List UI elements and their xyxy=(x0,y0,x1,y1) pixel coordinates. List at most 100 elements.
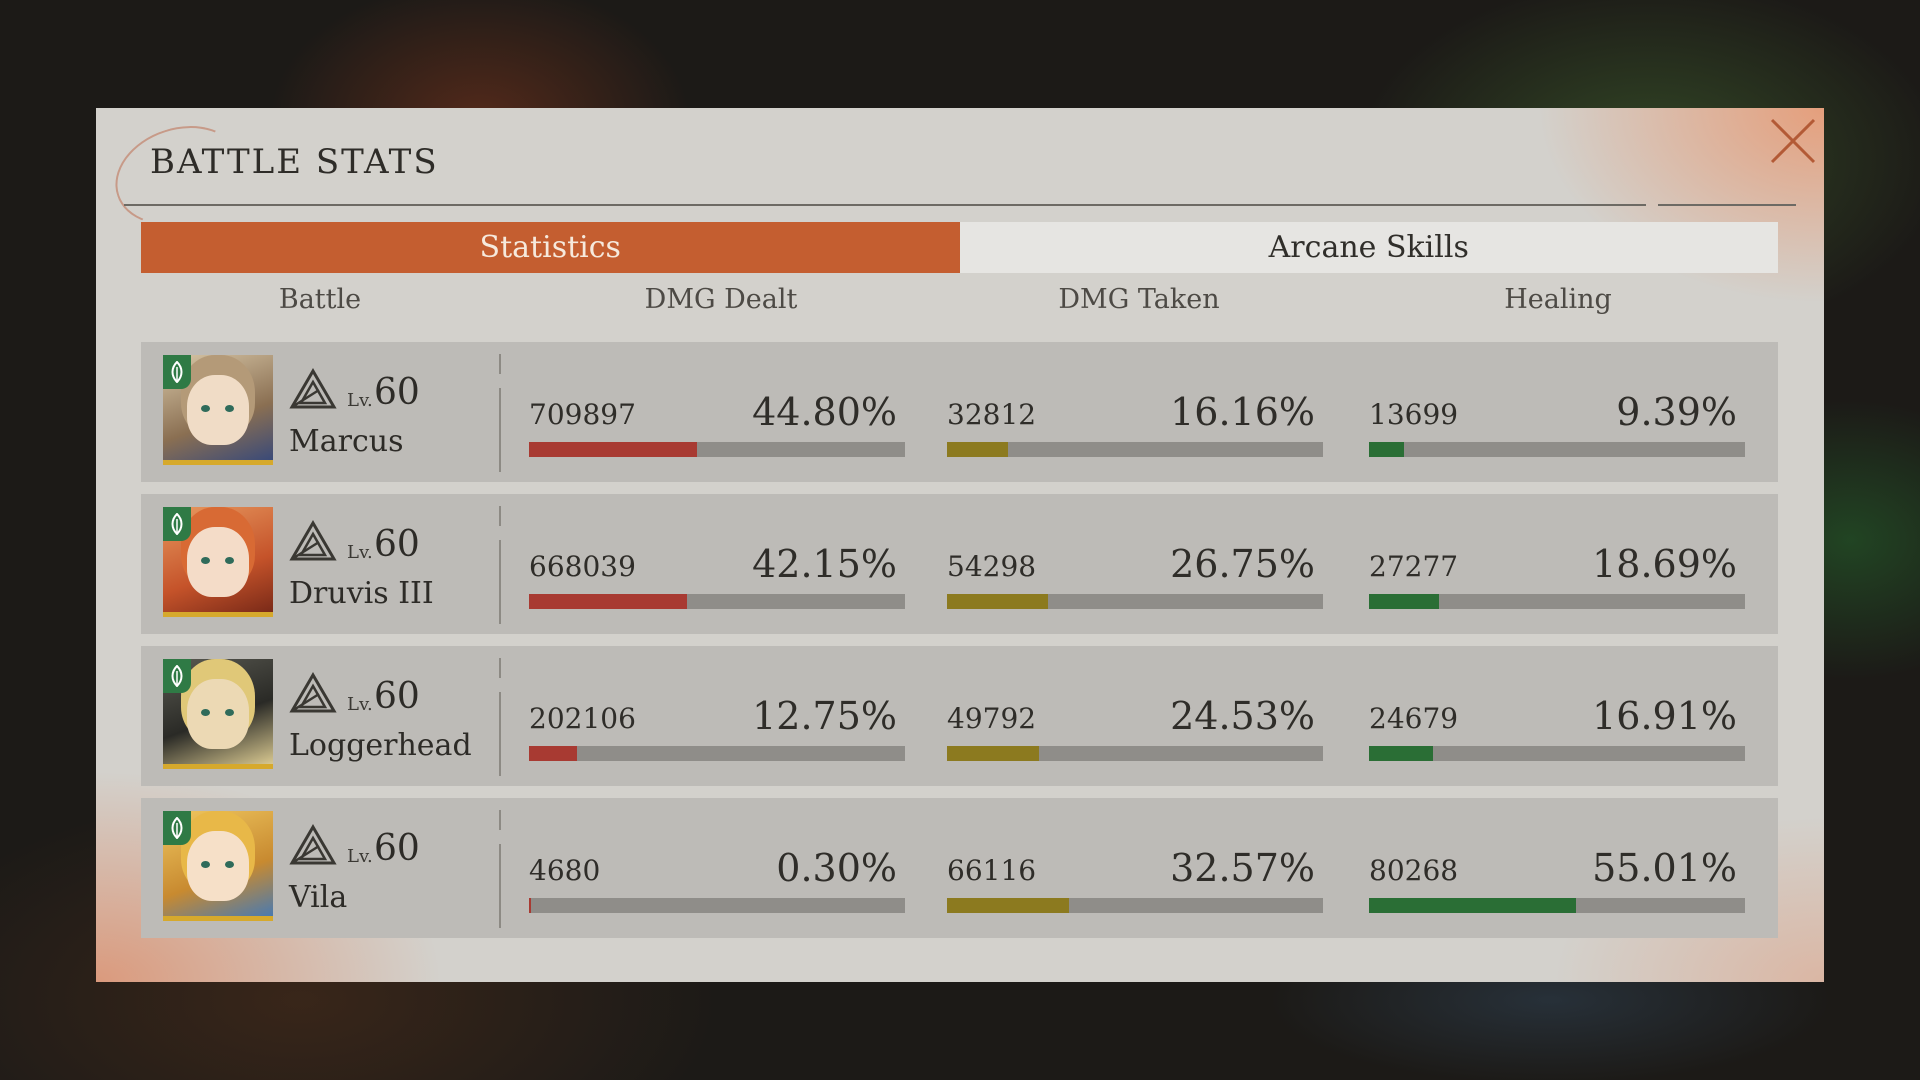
stat-value: 49792 xyxy=(947,702,1037,735)
stat-percent: 26.75% xyxy=(1170,542,1315,586)
level-value: 60 xyxy=(374,828,420,869)
row-divider xyxy=(499,658,501,776)
stat-bar-fill xyxy=(947,442,1008,457)
character-portrait[interactable] xyxy=(163,507,273,617)
close-icon xyxy=(1770,118,1816,164)
stat-healing: 24679 16.91% xyxy=(1369,646,1745,786)
row-divider-gap xyxy=(497,374,503,388)
stat-bar-track xyxy=(947,442,1323,457)
row-divider-gap xyxy=(497,526,503,540)
portrait-face xyxy=(187,375,249,445)
stat-dmg-taken: 54298 26.75% xyxy=(947,494,1323,634)
portrait-eye xyxy=(201,405,210,412)
title-divider-segment xyxy=(1658,204,1796,206)
row-divider-gap xyxy=(497,678,503,692)
character-row: Lv. 60 Loggerhead 202106 12.75% 49792 24… xyxy=(141,646,1778,786)
portrait-eye xyxy=(225,861,234,868)
battle-stats-panel: BATTLE STATS Statistics Arcane Skills Ba… xyxy=(96,108,1824,982)
character-name: Loggerhead xyxy=(289,728,472,763)
stat-percent: 42.15% xyxy=(752,542,897,586)
stat-bar-track xyxy=(947,898,1323,913)
level-label: Lv. xyxy=(347,846,373,867)
close-button[interactable] xyxy=(1768,116,1818,166)
stat-dmg-taken: 66116 32.57% xyxy=(947,798,1323,938)
stat-percent: 44.80% xyxy=(752,390,897,434)
tab-bar: Statistics Arcane Skills xyxy=(141,222,1778,273)
tab-arcane-skills[interactable]: Arcane Skills xyxy=(959,222,1778,273)
stat-bar-track xyxy=(947,746,1323,761)
title-divider xyxy=(124,204,1614,206)
stat-dmg-taken: 32812 16.16% xyxy=(947,342,1323,482)
triangle-rank-icon xyxy=(289,824,337,865)
stat-percent: 55.01% xyxy=(1592,846,1737,890)
leaf-element-icon xyxy=(163,355,191,389)
column-header-healing: Healing xyxy=(1504,284,1612,315)
level-label: Lv. xyxy=(347,542,373,563)
stat-value: 202106 xyxy=(529,702,636,735)
stat-bar-fill xyxy=(947,898,1070,913)
stat-dmg-dealt: 668039 42.15% xyxy=(529,494,905,634)
stat-bar-track xyxy=(529,898,905,913)
page-title: BATTLE STATS xyxy=(150,142,439,182)
stat-bar-fill xyxy=(947,746,1040,761)
stat-value: 32812 xyxy=(947,398,1037,431)
stat-bar-fill xyxy=(1369,442,1405,457)
stat-bar-track xyxy=(1369,898,1745,913)
stat-bar-fill xyxy=(529,898,531,913)
stat-bar-fill xyxy=(1369,594,1440,609)
stat-value: 66116 xyxy=(947,854,1037,887)
stat-bar-track xyxy=(529,442,905,457)
stat-percent: 16.91% xyxy=(1592,694,1737,738)
triangle-rank-icon xyxy=(289,520,337,561)
stat-bar-fill xyxy=(1369,746,1433,761)
character-portrait[interactable] xyxy=(163,811,273,921)
stat-value: 4680 xyxy=(529,854,601,887)
stat-dmg-taken: 49792 24.53% xyxy=(947,646,1323,786)
stat-percent: 16.16% xyxy=(1170,390,1315,434)
level-label: Lv. xyxy=(347,390,373,411)
title-divider-segment xyxy=(1592,204,1646,206)
tab-statistics[interactable]: Statistics xyxy=(141,222,960,273)
character-portrait[interactable] xyxy=(163,659,273,769)
stat-percent: 32.57% xyxy=(1170,846,1315,890)
stat-percent: 0.30% xyxy=(776,846,897,890)
row-divider xyxy=(499,354,501,472)
portrait-eye xyxy=(201,709,210,716)
stat-value: 709897 xyxy=(529,398,636,431)
triangle-rank-icon xyxy=(289,368,337,409)
stat-bar-track xyxy=(947,594,1323,609)
stat-percent: 9.39% xyxy=(1616,390,1737,434)
stat-value: 24679 xyxy=(1369,702,1459,735)
stat-bar-fill xyxy=(1369,898,1576,913)
stat-percent: 18.69% xyxy=(1592,542,1737,586)
level-value: 60 xyxy=(374,524,420,565)
row-divider xyxy=(499,810,501,928)
leaf-element-icon xyxy=(163,659,191,693)
portrait-eye xyxy=(201,861,210,868)
portrait-eye xyxy=(225,557,234,564)
character-row: Lv. 60 Druvis III 668039 42.15% 54298 26… xyxy=(141,494,1778,634)
stat-bar-fill xyxy=(529,594,688,609)
stat-value: 54298 xyxy=(947,550,1037,583)
column-header-dmg-dealt: DMG Dealt xyxy=(644,284,798,315)
triangle-rank-icon xyxy=(289,672,337,713)
stat-dmg-dealt: 202106 12.75% xyxy=(529,646,905,786)
stat-value: 80268 xyxy=(1369,854,1459,887)
character-name: Vila xyxy=(289,880,348,915)
column-header-dmg-taken: DMG Taken xyxy=(1058,284,1220,315)
portrait-eye xyxy=(225,405,234,412)
stat-bar-track xyxy=(1369,746,1745,761)
stat-value: 13699 xyxy=(1369,398,1459,431)
character-name: Druvis III xyxy=(289,576,434,611)
character-name: Marcus xyxy=(289,424,404,459)
stat-percent: 24.53% xyxy=(1170,694,1315,738)
portrait-face xyxy=(187,679,249,749)
stat-bar-fill xyxy=(529,746,577,761)
stat-percent: 12.75% xyxy=(752,694,897,738)
level-value: 60 xyxy=(374,676,420,717)
stat-value: 27277 xyxy=(1369,550,1459,583)
character-portrait[interactable] xyxy=(163,355,273,465)
stat-bar-track xyxy=(529,746,905,761)
character-row: Lv. 60 Vila 4680 0.30% 66116 32.57% 8026… xyxy=(141,798,1778,938)
stat-bar-track xyxy=(1369,594,1745,609)
